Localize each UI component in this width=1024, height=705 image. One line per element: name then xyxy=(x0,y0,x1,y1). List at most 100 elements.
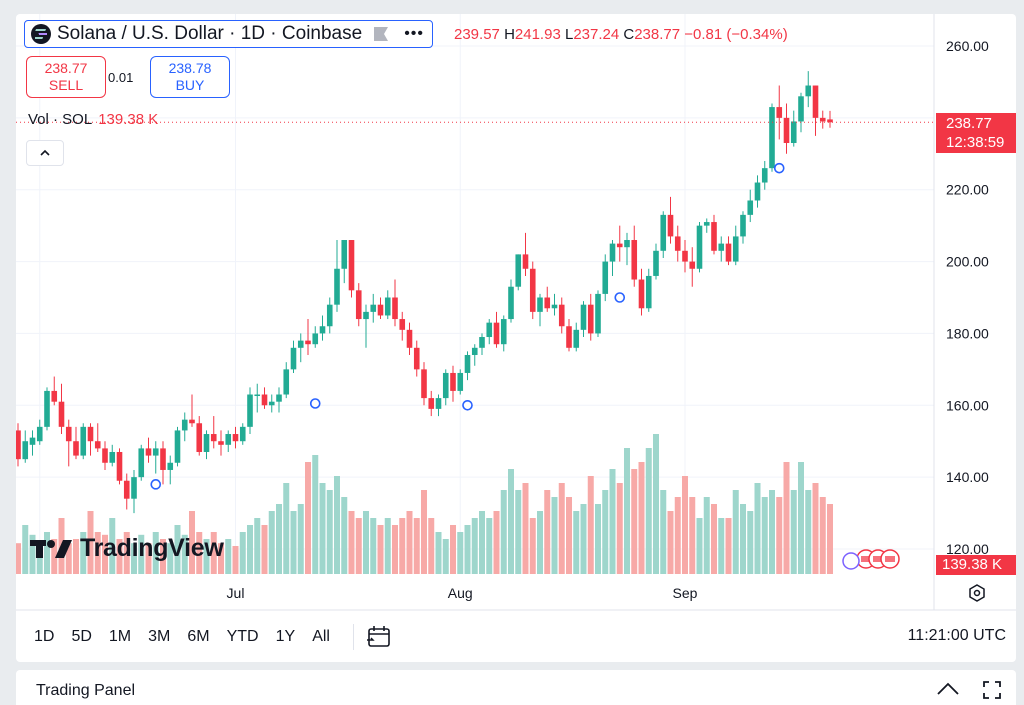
candle-body xyxy=(102,448,108,463)
candle-body xyxy=(442,372,449,399)
candle-body xyxy=(406,329,413,348)
candle-body xyxy=(725,243,732,262)
volume-bar xyxy=(421,490,427,574)
symbol-header[interactable]: Solana / U.S. Dollar · 1D · Coinbase ••• xyxy=(24,20,433,48)
maximize-icon[interactable] xyxy=(982,680,1002,700)
trading-panel[interactable]: Trading Panel xyxy=(16,670,1016,705)
tf-ytd[interactable]: YTD xyxy=(226,628,259,645)
candle-body xyxy=(602,261,609,294)
volume-bar xyxy=(645,448,652,574)
candle-body xyxy=(196,423,203,452)
candle-body xyxy=(631,240,638,280)
volume-bar xyxy=(167,543,174,574)
tradingview-logo[interactable]: TradingView xyxy=(30,534,224,563)
volume-bar xyxy=(464,525,471,574)
candle-body xyxy=(261,394,268,406)
candle-body xyxy=(500,319,507,345)
high-label: H xyxy=(504,26,515,43)
volume-bar xyxy=(29,534,36,574)
chart-panel[interactable]: 260.00240.00220.00200.00180.00160.00140.… xyxy=(16,14,1016,662)
toolbar-divider xyxy=(352,624,354,650)
more-options-icon[interactable]: ••• xyxy=(404,25,424,42)
volume-bar xyxy=(819,497,826,574)
candle-body xyxy=(696,225,703,269)
volume-bar xyxy=(44,532,50,574)
candle-body xyxy=(254,394,261,397)
candle-body xyxy=(464,354,471,373)
candle-body xyxy=(747,200,754,215)
y-tick-label: 180.00 xyxy=(946,325,989,341)
volume-bar xyxy=(747,511,754,574)
tf-1y[interactable]: 1Y xyxy=(275,628,296,645)
candle-body xyxy=(384,297,391,316)
volume-bar xyxy=(544,490,551,574)
volume-bar xyxy=(653,434,659,574)
volume-bar xyxy=(479,511,485,574)
us-flag-stripes-icon xyxy=(861,556,871,562)
x-tick-label: Jul xyxy=(227,585,245,601)
sell-button[interactable]: 238.77 SELL xyxy=(26,56,106,98)
volume-bar xyxy=(718,518,725,574)
tf-3m[interactable]: 3M xyxy=(148,628,171,645)
tf-1m[interactable]: 1M xyxy=(108,628,132,645)
candle-body xyxy=(479,337,485,348)
chart-settings-icon[interactable] xyxy=(968,584,986,602)
tf-6m[interactable]: 6M xyxy=(187,628,210,645)
volume-bar xyxy=(254,518,261,574)
tf-1d[interactable]: 1D xyxy=(34,628,55,645)
volume-bar xyxy=(51,539,58,574)
symbol-title[interactable]: Solana / U.S. Dollar · 1D · Coinbase xyxy=(57,23,363,44)
volume-bar xyxy=(123,532,130,574)
price-chart[interactable]: 260.00240.00220.00200.00180.00160.00140.… xyxy=(16,14,1016,614)
volume-bar xyxy=(529,518,536,574)
candle-body xyxy=(399,319,406,330)
volume-bar xyxy=(486,518,493,574)
candle-body xyxy=(819,117,826,122)
volume-bar xyxy=(355,518,362,574)
candle-body xyxy=(587,304,594,334)
flag-icon[interactable] xyxy=(374,27,389,41)
volume-bar xyxy=(210,532,217,574)
date-range-calendar-icon[interactable] xyxy=(366,625,392,649)
candle-body xyxy=(421,369,427,399)
chevron-up-icon[interactable] xyxy=(936,682,960,696)
change-value: −0.81 (−0.34%) xyxy=(684,26,788,43)
candle-body xyxy=(160,448,166,470)
candle-body xyxy=(682,250,688,262)
candle-body xyxy=(457,372,464,391)
volume-bar xyxy=(138,534,145,574)
tf-5d[interactable]: 5D xyxy=(71,628,92,645)
volume-bar xyxy=(290,511,297,574)
candle-body xyxy=(529,268,536,312)
candle-body xyxy=(87,426,94,442)
utc-clock[interactable]: 11:21:00 UTC xyxy=(907,627,1006,644)
volume-bar xyxy=(268,511,275,574)
volume-bar xyxy=(624,448,630,574)
volume-bar xyxy=(790,490,797,574)
volume-bar xyxy=(65,543,72,574)
collapse-legend-button[interactable] xyxy=(26,140,64,166)
candle-body xyxy=(181,419,188,431)
volume-bar xyxy=(740,504,746,574)
volume-bar xyxy=(711,504,717,574)
candle-body xyxy=(305,340,311,345)
volume-bar xyxy=(732,490,739,574)
candle-body xyxy=(268,401,275,406)
candle-body xyxy=(776,107,783,118)
volume-bar xyxy=(783,462,790,574)
volume-bar xyxy=(682,476,688,574)
tf-all[interactable]: All xyxy=(312,628,330,645)
volume-bar xyxy=(22,525,29,574)
buy-button[interactable]: 238.78 BUY xyxy=(150,56,230,98)
volume-legend[interactable]: Vol · SOL 139.38 K xyxy=(28,111,158,128)
event-marker-icon xyxy=(614,292,626,303)
volume-bar xyxy=(776,497,783,574)
volume-bar xyxy=(73,539,79,574)
low-label: L xyxy=(564,26,574,43)
volume-bar xyxy=(131,543,137,574)
candle-body xyxy=(558,304,565,327)
volume-legend-value: 139.38 K xyxy=(98,111,159,128)
y-tick-label: 120.00 xyxy=(946,541,989,557)
candle-body xyxy=(769,107,775,169)
candle-body xyxy=(218,441,224,445)
